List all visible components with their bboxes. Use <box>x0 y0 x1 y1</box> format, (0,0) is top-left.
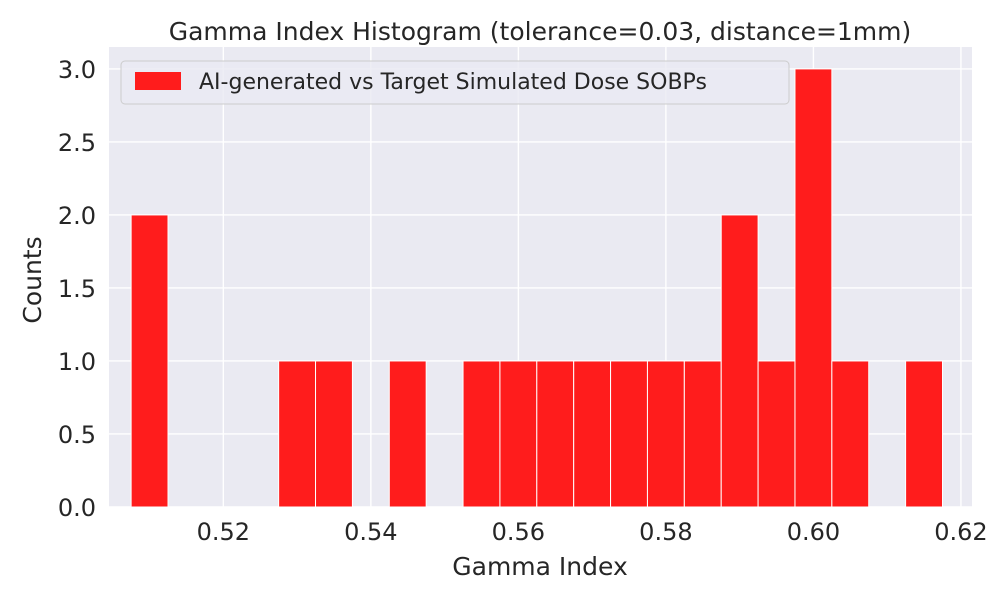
y-tick-labels: 0.0 0.5 1.0 1.5 2.0 2.5 3.0 <box>58 56 96 522</box>
y-tick-label: 0.5 <box>58 421 96 449</box>
x-tick-label: 0.60 <box>787 518 840 546</box>
histogram-bar <box>610 360 648 508</box>
x-tick-label: 0.62 <box>934 518 987 546</box>
y-tick-label: 2.5 <box>58 129 96 157</box>
histogram-bar <box>794 68 833 508</box>
y-tick-label: 1.5 <box>58 275 96 303</box>
histogram-bar <box>388 360 427 508</box>
chart-title: Gamma Index Histogram (tolerance=0.03, d… <box>169 17 912 46</box>
y-tick-label: 1.0 <box>58 348 96 376</box>
x-tick-label: 0.58 <box>639 518 692 546</box>
histogram-bar <box>499 360 538 508</box>
bars <box>130 68 943 508</box>
x-tick-label: 0.56 <box>492 518 545 546</box>
legend-label: AI-generated vs Target Simulated Dose SO… <box>199 70 707 95</box>
histogram-bar <box>720 214 759 508</box>
histogram-bar <box>278 360 317 508</box>
histogram-bar <box>646 360 685 508</box>
histogram-bar <box>130 214 169 508</box>
x-axis-label: Gamma Index <box>452 552 628 581</box>
x-tick-labels: 0.52 0.54 0.56 0.58 0.60 0.62 <box>197 518 988 546</box>
histogram-bar <box>683 360 722 508</box>
legend-frame <box>120 60 790 105</box>
histogram-bar <box>573 360 612 508</box>
histogram-bar <box>315 360 353 508</box>
histogram-bar <box>536 360 575 508</box>
x-tick-label: 0.52 <box>197 518 250 546</box>
histogram-bar <box>905 360 943 508</box>
histogram-bar <box>831 360 870 508</box>
y-axis-label: Counts <box>18 236 47 323</box>
histogram-bar <box>757 360 796 508</box>
histogram-bar <box>462 360 501 508</box>
legend-swatch <box>135 72 181 90</box>
y-tick-label: 2.0 <box>58 202 96 230</box>
y-tick-label: 3.0 <box>58 56 96 84</box>
x-tick-label: 0.54 <box>344 518 397 546</box>
legend: AI-generated vs Target Simulated Dose SO… <box>120 60 790 105</box>
y-tick-label: 0.0 <box>58 494 96 522</box>
